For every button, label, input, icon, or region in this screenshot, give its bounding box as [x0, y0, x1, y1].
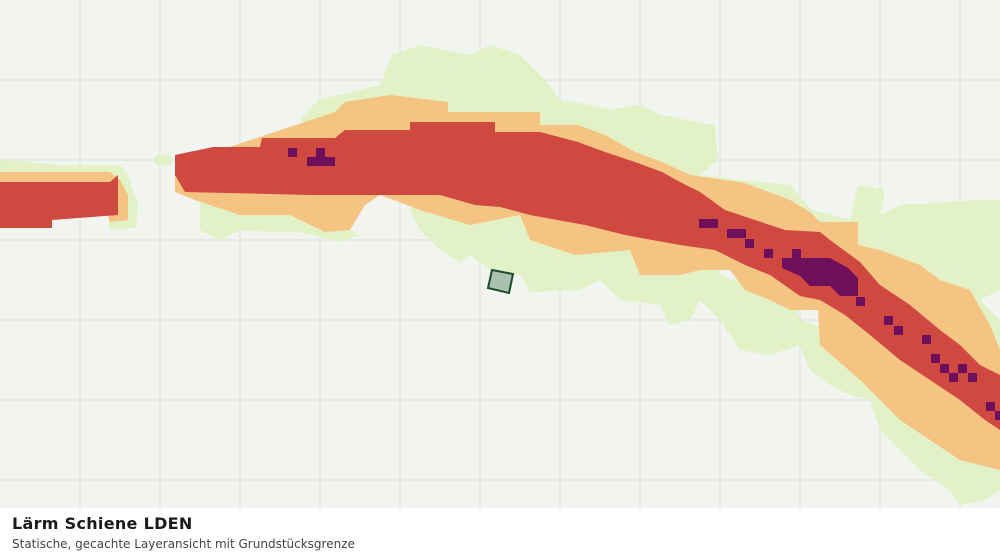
layer-title: Lärm Schiene LDEN [12, 514, 193, 533]
parcel-boundary [486, 268, 515, 295]
layer-subtitle: Statische, gecachte Layeransicht mit Gru… [12, 537, 355, 551]
map-canvas [0, 0, 1000, 508]
caption-bar: Lärm Schiene LDEN Statische, gecachte La… [0, 508, 1000, 560]
noise-zone-very-high [288, 148, 1000, 420]
